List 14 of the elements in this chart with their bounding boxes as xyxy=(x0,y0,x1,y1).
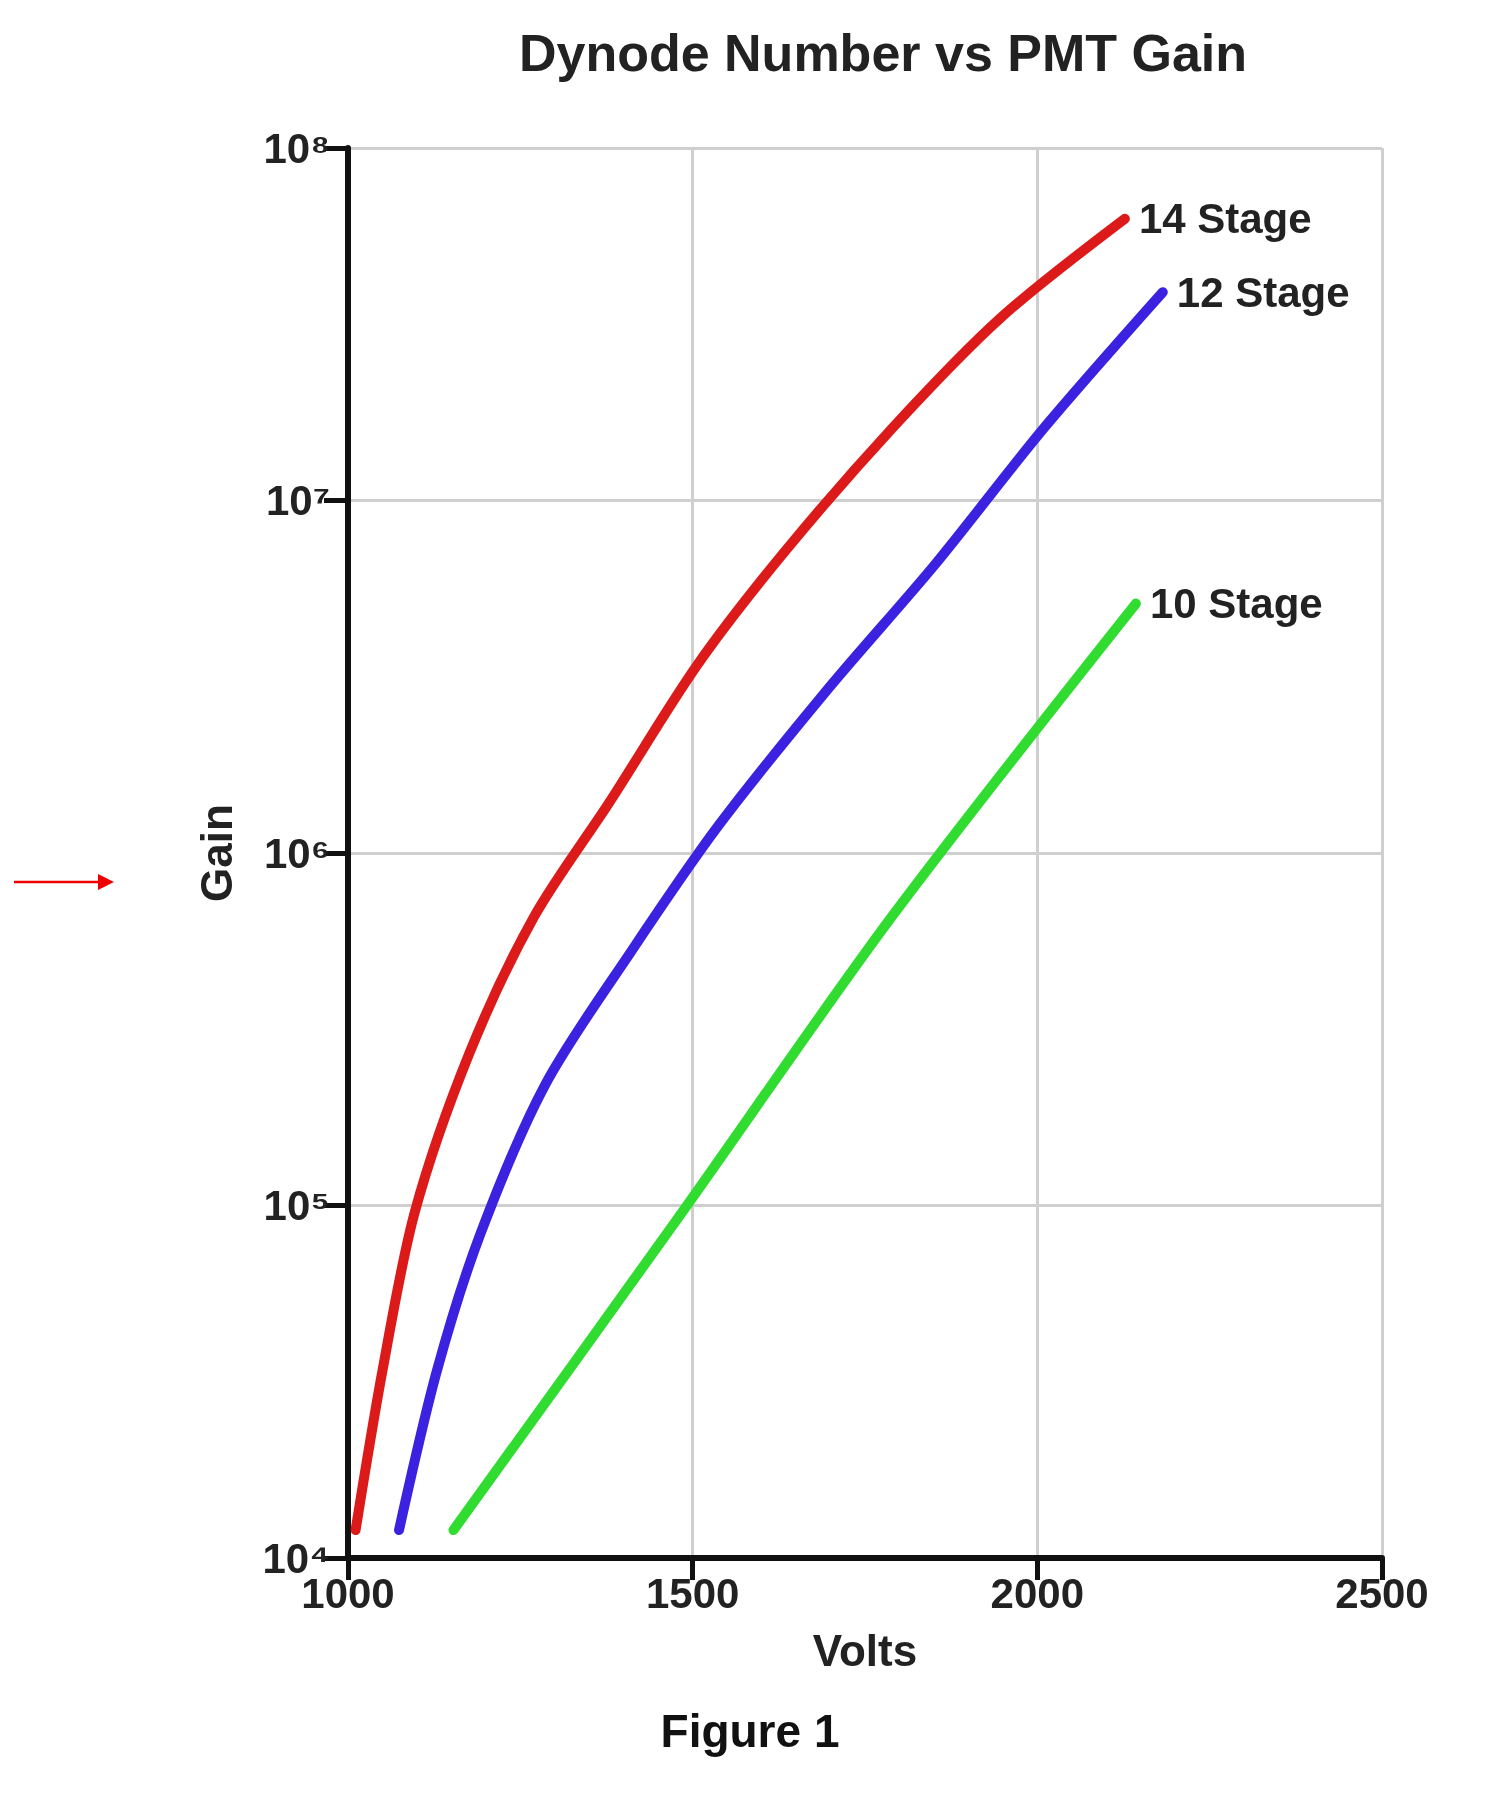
y-axis-title: Gain xyxy=(191,804,241,902)
x-tick-label: 1500 xyxy=(645,1569,740,1617)
y-tick-label: 10⁵ xyxy=(263,1182,330,1229)
series-label: 12 Stage xyxy=(1176,268,1350,316)
x-tick-label: 2000 xyxy=(990,1569,1085,1617)
chart-title: Dynode Number vs PMT Gain xyxy=(518,24,1248,82)
y-tick-label: 10⁸ xyxy=(263,124,330,172)
caption: Figure 1 xyxy=(660,1705,840,1757)
y-tick-label: 10⁶ xyxy=(263,829,330,877)
x-axis-title: Volts xyxy=(812,1625,918,1675)
series-label: 14 Stage xyxy=(1138,195,1312,243)
series-label: 10 Stage xyxy=(1149,580,1323,628)
y-tick-label: 10⁷ xyxy=(265,477,330,524)
x-tick-label: 2500 xyxy=(1335,1569,1429,1617)
